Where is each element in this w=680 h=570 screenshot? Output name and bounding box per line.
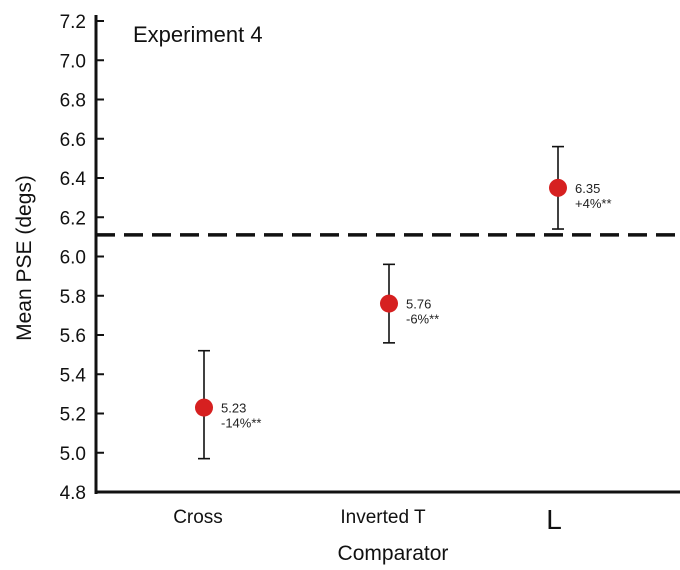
- point-percent-label: -14%**: [221, 416, 261, 431]
- y-ticks: 4.8 5.0 5.2 5.4 5.6 5.8 6.0 6.2 6.4 6.6 6.8 7.0 7.2: [60, 12, 104, 504]
- point-value-label: 5.76: [406, 297, 431, 312]
- y-tick-label: 6.0: [60, 248, 86, 269]
- data-point-marker: [195, 398, 213, 417]
- data-point-marker: [380, 294, 398, 313]
- point-value-label: 5.23: [221, 401, 246, 416]
- data-point-marker: [549, 178, 567, 197]
- y-tick-label: 5.8: [60, 287, 86, 308]
- y-tick-label: 7.0: [60, 51, 86, 72]
- data-points: 5.23-14%** 5.76-6%** 6.35+4%**: [195, 145, 612, 460]
- y-tick-label: 6.6: [60, 130, 86, 151]
- y-tick-label: 7.2: [60, 12, 86, 33]
- experiment-label: Experiment 4: [133, 22, 263, 47]
- y-axis-title: Mean PSE (degs): [13, 175, 36, 341]
- x-category-labels: Cross Inverted T L: [173, 504, 562, 535]
- x-category-label: L: [546, 504, 562, 535]
- y-tick-label: 6.4: [60, 169, 87, 190]
- y-tick-label: 5.2: [60, 405, 86, 426]
- x-category-label: Inverted T: [340, 507, 426, 528]
- y-tick-label: 4.8: [60, 483, 86, 504]
- axes: [94, 15, 680, 494]
- point-value-label: 6.35: [575, 181, 600, 196]
- y-tick-label: 5.6: [60, 326, 86, 347]
- x-axis-title: Comparator: [338, 542, 449, 565]
- y-tick-label: 6.8: [60, 91, 86, 112]
- y-tick-label: 5.0: [60, 444, 86, 465]
- point-percent-label: +4%**: [575, 196, 612, 211]
- point-percent-label: -6%**: [406, 312, 439, 327]
- x-category-label: Cross: [173, 507, 223, 528]
- y-tick-label: 6.2: [60, 208, 86, 229]
- y-tick-label: 5.4: [60, 365, 87, 386]
